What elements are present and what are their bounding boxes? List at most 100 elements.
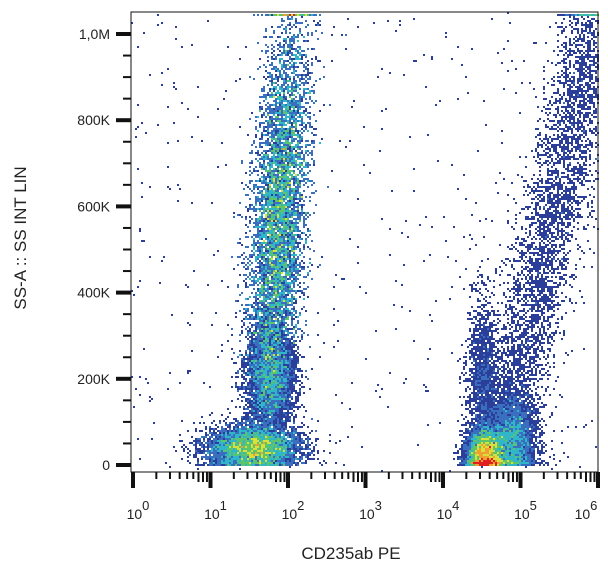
density-cell (563, 248, 565, 250)
density-cell (299, 296, 301, 298)
density-cell (307, 88, 309, 90)
density-cell (295, 80, 297, 82)
density-cell (281, 104, 283, 106)
density-cell (285, 158, 287, 160)
density-cell (305, 126, 307, 128)
density-cell (571, 106, 573, 108)
density-cell (313, 134, 315, 136)
density-cell (537, 254, 539, 256)
density-cell (181, 102, 183, 104)
density-cell (541, 286, 543, 288)
density-cell (555, 296, 557, 298)
density-cell (293, 236, 295, 238)
density-cell (513, 288, 515, 290)
density-cell (275, 256, 277, 258)
density-cell (245, 298, 247, 300)
density-cell (301, 118, 303, 120)
density-cell (295, 224, 297, 226)
density-cell (317, 38, 319, 40)
density-cell (285, 190, 287, 192)
density-cell (307, 172, 309, 174)
density-cell (563, 154, 565, 156)
density-cell (565, 156, 567, 158)
density-cell (537, 234, 539, 236)
density-cell (295, 62, 297, 64)
density-cell (245, 224, 247, 226)
density-cell (535, 42, 537, 44)
density-cell (569, 66, 571, 68)
density-cell (237, 214, 239, 216)
density-cell (565, 136, 567, 138)
density-cell (541, 164, 543, 166)
density-cell (575, 46, 577, 48)
density-cell (313, 250, 315, 252)
density-cell (567, 170, 569, 172)
density-cell (267, 250, 269, 252)
density-cell (547, 248, 549, 250)
density-cell (585, 56, 587, 58)
density-cell (273, 180, 275, 182)
density-cell (267, 252, 269, 254)
density-cell (289, 266, 291, 268)
density-cell (589, 112, 591, 114)
density-cell (557, 54, 559, 56)
density-cell (221, 280, 223, 282)
density-cell (567, 140, 569, 142)
density-cell (537, 152, 539, 154)
density-cell (269, 252, 271, 254)
density-cell (297, 218, 299, 220)
density-cell (543, 238, 545, 240)
density-cell (267, 134, 269, 136)
density-cell (295, 178, 297, 180)
density-cell (269, 188, 271, 190)
density-cell (593, 42, 595, 44)
density-cell (279, 260, 281, 262)
density-cell (279, 242, 281, 244)
density-cell (255, 296, 257, 298)
density-cell (571, 234, 573, 236)
density-cell (587, 96, 589, 98)
density-cell (301, 138, 303, 140)
density-cell (271, 260, 273, 262)
density-cell (535, 150, 537, 152)
density-cell (569, 222, 571, 224)
density-cell (263, 260, 265, 262)
density-cell (547, 178, 549, 180)
density-cell (249, 274, 251, 276)
density-cell (557, 200, 559, 202)
density-cell (477, 306, 479, 308)
density-cell (291, 64, 293, 66)
density-cell (251, 256, 253, 258)
density-cell (581, 122, 583, 124)
density-cell (265, 70, 267, 72)
density-cell (301, 122, 303, 124)
density-cell (533, 264, 535, 266)
density-cell (307, 32, 309, 34)
density-cell (529, 252, 531, 254)
density-cell (293, 154, 295, 156)
density-cell (527, 248, 529, 250)
density-cell (537, 280, 539, 282)
density-cell (257, 160, 259, 162)
density-cell (295, 264, 297, 266)
density-cell (481, 294, 483, 296)
density-cell (253, 242, 255, 244)
density-cell (475, 288, 477, 290)
density-cell (149, 74, 151, 76)
density-cell (279, 268, 281, 270)
density-cell (307, 60, 309, 62)
density-cell (293, 250, 295, 252)
density-cell (509, 304, 511, 306)
density-cell (287, 158, 289, 160)
density-cell (555, 172, 557, 174)
density-cell (267, 208, 269, 210)
density-cell (577, 222, 579, 224)
density-cell (581, 90, 583, 92)
density-cell (579, 196, 581, 198)
density-cell (289, 116, 291, 118)
density-cell (243, 188, 245, 190)
density-cell (307, 164, 309, 166)
density-cell (583, 302, 585, 304)
density-cell (557, 170, 559, 172)
density-cell (531, 288, 533, 290)
